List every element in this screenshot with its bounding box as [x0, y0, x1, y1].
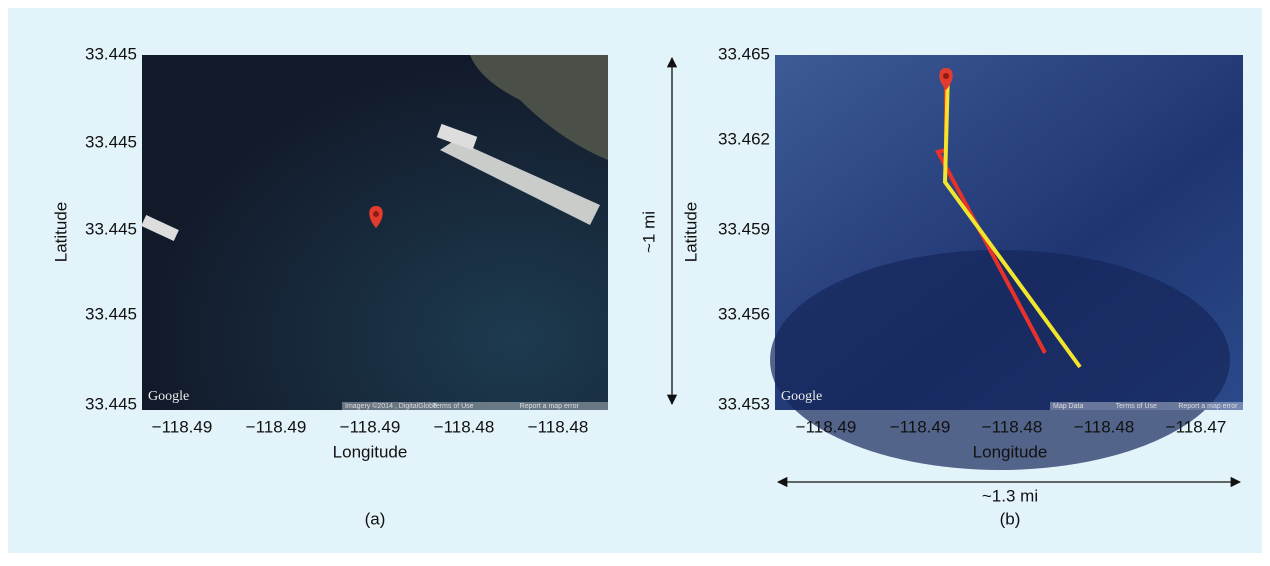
- attribution-text[interactable]: Imagery ©2014 , DigitalGlobe: [345, 402, 437, 410]
- y-tick-label: 33.445: [85, 304, 137, 323]
- width-label: ~1.3 mi: [982, 486, 1038, 505]
- pin-dot: [943, 73, 949, 79]
- y-axis-label: Latitude: [51, 202, 70, 263]
- attribution-text[interactable]: Terms of Use: [432, 403, 473, 410]
- x-tick-label: −118.48: [528, 417, 589, 436]
- map-logo: Google: [781, 389, 822, 404]
- x-tick-label: −118.49: [152, 417, 213, 436]
- x-tick-label: −118.49: [796, 417, 857, 436]
- x-tick-label: −118.49: [340, 417, 401, 436]
- x-axis-label: Longitude: [973, 442, 1048, 461]
- x-tick-label: −118.48: [982, 417, 1043, 436]
- attribution-text[interactable]: Report a map error: [520, 403, 580, 410]
- x-tick-label: −118.48: [434, 417, 495, 436]
- x-tick-label: −118.49: [246, 417, 307, 436]
- y-tick-label: 33.445: [85, 44, 137, 63]
- figure: Google Imagery ©2014 , DigitalGlobeTerms…: [0, 0, 1270, 561]
- y-tick-label: 33.453: [718, 394, 770, 413]
- pin-dot: [373, 211, 379, 217]
- y-axis-label: Latitude: [681, 202, 700, 263]
- attribution-text[interactable]: Map Data: [1053, 403, 1083, 410]
- height-label: ~1 mi: [639, 211, 658, 253]
- y-tick-label: 33.459: [718, 219, 770, 238]
- y-tick-label: 33.445: [85, 132, 137, 151]
- x-tick-label: −118.48: [1074, 417, 1135, 436]
- y-tick-label: 33.456: [718, 304, 770, 323]
- y-tick-label: 33.462: [718, 129, 770, 148]
- y-tick-label: 33.445: [85, 219, 137, 238]
- y-tick-label: 33.465: [718, 44, 770, 63]
- caption: (b): [1000, 509, 1021, 528]
- x-tick-label: −118.47: [1166, 417, 1227, 436]
- deep-water: [770, 250, 1230, 470]
- y-tick-label: 33.445: [85, 394, 137, 413]
- attribution-text[interactable]: Terms of Use: [1116, 403, 1157, 410]
- x-axis-label: Longitude: [333, 442, 408, 461]
- map-logo: Google: [148, 389, 189, 404]
- x-tick-label: −118.49: [890, 417, 951, 436]
- caption: (a): [365, 509, 386, 528]
- attribution-text[interactable]: Report a map error: [1178, 403, 1238, 410]
